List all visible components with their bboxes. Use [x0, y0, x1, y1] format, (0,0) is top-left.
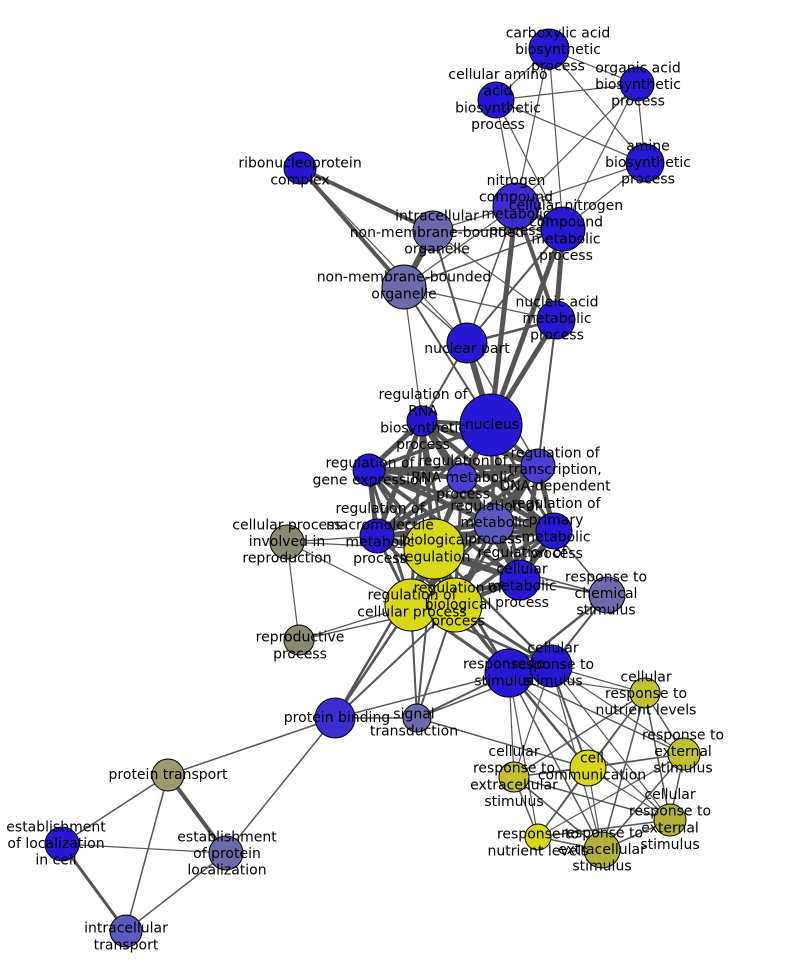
graph-edge [537, 319, 557, 467]
graph-node[interactable] [406, 405, 438, 437]
graph-node[interactable] [381, 264, 427, 310]
graph-edge [601, 692, 646, 851]
graph-edge [466, 228, 564, 344]
graph-node[interactable] [208, 835, 244, 871]
graph-edge [508, 672, 603, 851]
graph-node[interactable] [403, 518, 465, 580]
graph-node[interactable] [583, 831, 621, 869]
graph-edge [495, 99, 646, 164]
graph-edge [298, 166, 435, 233]
graph-edge [403, 228, 564, 288]
graph-node[interactable] [44, 826, 80, 862]
graph-node[interactable] [402, 703, 432, 733]
graph-edge [495, 99, 564, 230]
graph-edge [548, 48, 564, 230]
graph-node[interactable] [446, 322, 488, 364]
nodes-layer [44, 28, 701, 948]
graph-edge [508, 672, 671, 821]
graph-edge [548, 48, 646, 164]
graph-node[interactable] [588, 576, 626, 614]
graph-node[interactable] [269, 524, 305, 560]
graph-edge [125, 852, 227, 932]
graph-node[interactable] [629, 677, 661, 709]
graph-node[interactable] [536, 300, 576, 340]
graph-edge [466, 205, 517, 344]
graph-edge [333, 547, 436, 720]
graph-edge [513, 692, 646, 778]
graph-node[interactable] [477, 81, 515, 119]
graph-node[interactable] [540, 206, 586, 252]
graph-edge [61, 843, 227, 854]
graph-node[interactable] [535, 512, 573, 550]
graph-node[interactable] [314, 697, 356, 739]
graph-node[interactable] [484, 648, 534, 698]
graph-edge [334, 672, 510, 719]
graph-node[interactable] [359, 518, 395, 554]
graph-edge [409, 419, 424, 607]
graph-edge [298, 166, 406, 289]
graph-node[interactable] [528, 28, 570, 70]
graph-edge [366, 467, 497, 527]
graph-node[interactable] [653, 803, 687, 837]
graph-edge [432, 230, 557, 321]
graph-node[interactable] [625, 143, 665, 183]
graph-node[interactable] [459, 393, 523, 457]
graph-edge [60, 842, 128, 933]
graph-edge [644, 692, 671, 821]
graph-node[interactable] [427, 577, 483, 633]
graph-node[interactable] [446, 462, 478, 494]
graph-edge [403, 286, 557, 321]
graph-edge [515, 83, 638, 207]
graph-node[interactable] [524, 823, 552, 851]
graph-node[interactable] [473, 503, 515, 545]
graph-edge [537, 819, 671, 838]
edges-layer [60, 48, 685, 933]
graph-edge [508, 672, 539, 838]
graph-node[interactable] [667, 737, 701, 771]
graph-edge [416, 717, 589, 769]
graph-edge [601, 753, 685, 851]
graph-node[interactable] [109, 914, 143, 948]
graph-edge [299, 167, 468, 344]
graph-edge [61, 774, 169, 845]
graph-edge [167, 717, 336, 776]
graph-node[interactable] [352, 453, 386, 487]
graph-edge [367, 468, 556, 533]
graph-edge [488, 203, 519, 428]
graph-node[interactable] [499, 559, 541, 601]
graph-edge [537, 753, 685, 838]
graph-node[interactable] [412, 210, 454, 252]
graph-node[interactable] [498, 761, 530, 793]
graph-node[interactable] [492, 182, 540, 230]
graph-node[interactable] [151, 758, 185, 792]
graph-edge [562, 83, 638, 230]
graph-edge [125, 774, 169, 932]
graph-edge [515, 48, 550, 207]
graph-edge [513, 776, 671, 821]
graph-edge [513, 776, 603, 851]
graph-node[interactable] [529, 644, 573, 688]
graph-edge [495, 83, 638, 101]
graph-node[interactable] [283, 624, 315, 656]
graph-node[interactable] [520, 448, 556, 484]
graph-edge [225, 717, 336, 854]
graph-edge [403, 286, 423, 422]
graph-node[interactable] [619, 66, 655, 102]
graph-node[interactable] [283, 151, 317, 185]
labels-layer: carboxylic acid biosynthetic process organi… [6, 25, 724, 953]
graph-node[interactable] [569, 749, 607, 787]
